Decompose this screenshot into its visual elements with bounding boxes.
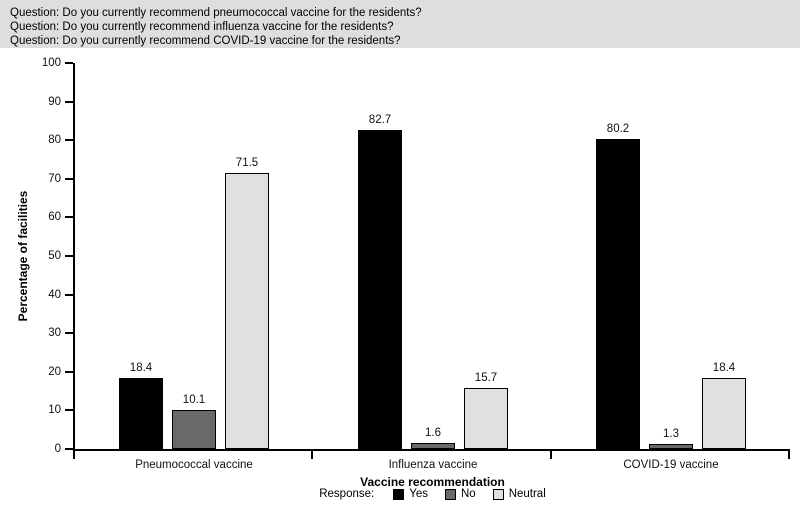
legend-title: Response:: [319, 488, 375, 500]
y-tick-label: 60: [48, 211, 61, 223]
bar-value-label: 1.3: [663, 428, 679, 440]
y-tick: [65, 216, 73, 218]
y-tick-label: 80: [48, 134, 61, 146]
question-line-pneumococcal: Question: Do you currently recommend pne…: [10, 7, 422, 19]
bar-value-label: 10.1: [182, 394, 206, 406]
x-tick: [550, 449, 552, 459]
y-tick-label: 30: [48, 327, 61, 339]
legend-swatch-yes: [393, 488, 405, 500]
legend-swatch-no: [444, 488, 456, 500]
question-line-covid: Question: Do you currently recommend COV…: [10, 35, 401, 47]
y-tick: [65, 332, 73, 334]
bar-value-label: 18.4: [129, 362, 153, 374]
x-axis-line: [73, 449, 790, 451]
bar-yes: [119, 378, 163, 449]
legend-item-neutral: Neutral: [492, 488, 546, 500]
y-tick: [65, 139, 73, 141]
bar-value-label: 80.2: [606, 123, 630, 135]
bar-yes: [596, 139, 640, 449]
legend-item-yes: Yes: [393, 488, 428, 500]
y-tick: [65, 448, 73, 450]
bar-value-label: 1.6: [425, 427, 441, 439]
question-line-influenza: Question: Do you currently recommend inf…: [10, 21, 394, 33]
y-tick: [65, 62, 73, 64]
y-tick-label: 20: [48, 366, 61, 378]
category-label: Influenza vaccine: [388, 459, 478, 471]
y-tick-label: 70: [48, 173, 61, 185]
category-label: Pneumococcal vaccine: [135, 459, 253, 471]
x-tick: [311, 449, 313, 459]
bar-neutral: [225, 173, 269, 449]
y-tick: [65, 101, 73, 103]
bar-no: [649, 444, 693, 449]
x-tick: [788, 449, 790, 459]
bar-value-label: 15.7: [474, 372, 498, 384]
y-tick-label: 0: [54, 443, 61, 455]
bar-no: [172, 410, 216, 449]
y-tick-label: 40: [48, 289, 61, 301]
legend-swatch-neutral: [492, 488, 504, 500]
category-label: COVID-19 vaccine: [623, 459, 719, 471]
x-axis-title: Vaccine recommendation: [360, 475, 505, 489]
y-tick-label: 10: [48, 404, 61, 416]
bar-value-label: 82.7: [368, 114, 392, 126]
y-tick-label: 90: [48, 96, 61, 108]
legend-label: Neutral: [508, 488, 546, 500]
y-tick-label: 100: [41, 57, 61, 69]
bar-no: [411, 443, 455, 449]
legend-label: No: [460, 488, 476, 500]
questions-header: Question: Do you currently recommend pne…: [0, 0, 800, 48]
bar-chart: Percentage of facilities Vaccine recomme…: [0, 48, 800, 514]
legend-item-no: No: [444, 488, 476, 500]
x-tick: [73, 449, 75, 459]
y-tick: [65, 255, 73, 257]
bar-neutral: [702, 378, 746, 449]
bar-yes: [358, 130, 402, 449]
legend-label: Yes: [409, 488, 428, 500]
y-axis-line: [73, 63, 75, 451]
y-tick: [65, 294, 73, 296]
bar-value-label: 71.5: [235, 157, 259, 169]
bar-neutral: [464, 388, 508, 449]
bar-value-label: 18.4: [712, 362, 736, 374]
legend: Response: Yes No Neutral: [75, 488, 790, 500]
y-tick: [65, 371, 73, 373]
y-tick: [65, 178, 73, 180]
y-tick: [65, 409, 73, 411]
y-tick-label: 50: [48, 250, 61, 262]
